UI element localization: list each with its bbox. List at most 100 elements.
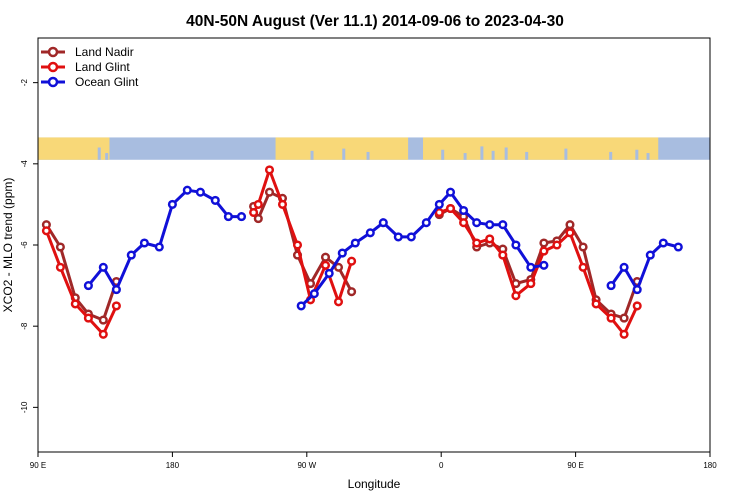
data-point	[378, 218, 388, 228]
data-point	[645, 250, 655, 260]
data-point	[539, 246, 549, 256]
x-tick-label: 90 E	[567, 461, 583, 470]
data-point	[333, 262, 344, 272]
data-point	[253, 214, 263, 224]
coast-notch	[105, 153, 109, 160]
x-tick-label: 180	[703, 461, 717, 470]
coast-notch	[646, 153, 650, 160]
land-ocean-strip	[38, 137, 710, 160]
coast-notch	[609, 151, 613, 160]
y-tick-label: -4	[20, 160, 29, 168]
data-point	[459, 205, 469, 216]
data-point	[539, 238, 549, 248]
data-point	[126, 250, 136, 260]
y-tick-label: -10	[20, 401, 29, 413]
data-point	[459, 218, 469, 228]
coast-notch	[525, 151, 529, 160]
data-point	[498, 220, 508, 230]
coast-notch	[480, 146, 484, 160]
data-point	[606, 313, 616, 323]
coast-notch	[310, 150, 314, 160]
data-point	[55, 242, 65, 252]
coast-notch	[441, 149, 445, 160]
data-point	[277, 199, 288, 209]
data-point	[658, 238, 668, 248]
data-point	[292, 240, 303, 250]
x-tick-label: 90 E	[30, 461, 46, 470]
chart-title: 40N-50N August (Ver 11.1) 2014-09-06 to …	[186, 13, 564, 30]
series-ocean-glint	[83, 185, 683, 311]
data-point	[253, 199, 263, 209]
data-point	[223, 212, 233, 222]
plot-area	[37, 37, 711, 453]
data-point	[111, 301, 121, 311]
data-point	[445, 187, 456, 197]
data-point	[41, 226, 51, 236]
data-point	[236, 212, 247, 222]
data-point	[406, 232, 416, 242]
coast-notch	[564, 148, 568, 160]
coast-notch	[97, 147, 101, 160]
x-tick-label: 90 W	[297, 461, 316, 470]
coast-notch	[366, 151, 370, 160]
data-point	[434, 207, 444, 218]
series-layer	[41, 165, 683, 339]
data-point	[347, 287, 357, 297]
coast-notch	[635, 149, 639, 160]
land-band	[38, 137, 110, 160]
data-point	[182, 185, 192, 195]
legend-marker	[47, 61, 59, 73]
series-land-glint	[41, 165, 642, 339]
x-tick-label: 180	[166, 461, 180, 470]
data-point	[472, 218, 482, 228]
data-point	[606, 281, 616, 291]
plot-frame	[37, 37, 711, 453]
y-tick-label: -6	[20, 241, 29, 249]
data-point	[632, 301, 642, 311]
data-point	[619, 313, 629, 323]
data-point	[309, 289, 319, 299]
data-point	[337, 248, 347, 258]
data-point	[365, 228, 375, 238]
x-axis-label: Longitude	[348, 477, 401, 491]
x-tick-label: 0	[439, 461, 444, 470]
data-point	[195, 187, 205, 197]
data-point	[578, 262, 588, 272]
data-point	[333, 297, 344, 307]
data-point	[320, 260, 331, 270]
data-point	[139, 238, 149, 248]
legend-marker	[47, 46, 59, 58]
coast-notch	[342, 148, 346, 160]
legend-marker	[47, 76, 59, 88]
data-point	[591, 299, 601, 309]
data-point	[421, 218, 431, 228]
legend-label: Land Nadir	[75, 45, 134, 59]
coast-notch	[491, 150, 495, 160]
legend-label: Ocean Glint	[75, 75, 139, 89]
data-point	[673, 242, 683, 252]
data-point	[83, 313, 93, 323]
land-band	[423, 137, 659, 160]
data-point	[526, 262, 536, 272]
data-point	[249, 207, 259, 218]
data-point	[526, 279, 536, 289]
data-point	[264, 165, 275, 175]
data-point	[347, 256, 357, 266]
data-point	[264, 187, 275, 197]
y-axis: -2 -4 -6 -8 -10	[20, 79, 38, 413]
y-tick-label: -2	[20, 79, 29, 87]
data-point	[98, 262, 108, 272]
data-point	[498, 250, 508, 260]
data-point	[539, 260, 549, 270]
data-point	[565, 228, 575, 238]
data-point	[70, 299, 80, 309]
data-point	[55, 262, 65, 272]
data-point	[445, 203, 456, 214]
y-axis-label: XCO2 - MLO trend (ppm)	[1, 178, 15, 313]
data-point	[167, 199, 177, 209]
data-point	[511, 291, 521, 301]
data-point	[632, 285, 642, 295]
data-point	[565, 220, 575, 230]
y-tick-label: -8	[20, 322, 29, 330]
